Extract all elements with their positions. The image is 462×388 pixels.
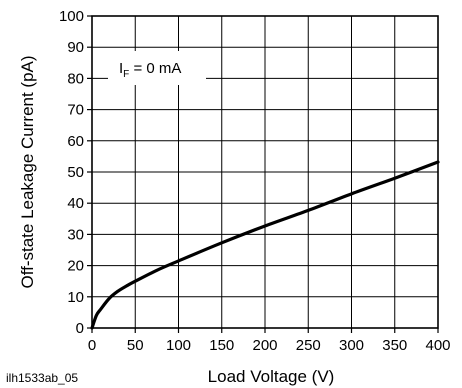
y-tick-label: 20 — [67, 258, 84, 275]
y-tick-label: 50 — [67, 164, 84, 181]
y-tick-label: 100 — [59, 8, 84, 25]
plot-frame — [91, 15, 439, 329]
series-layer — [90, 160, 440, 330]
x-tick-label: 250 — [296, 337, 321, 354]
series-line-0 — [90, 160, 440, 330]
annotation-background — [108, 51, 206, 85]
y-axis-label: Off-state Leakage Current (pA) — [18, 55, 37, 288]
annotation-subscript: F — [123, 69, 129, 80]
x-tick-label: 150 — [209, 337, 234, 354]
y-tick-label: 0 — [76, 320, 84, 337]
x-tick-label: 200 — [252, 337, 277, 354]
x-tick-label: 300 — [339, 337, 364, 354]
annotation-box: IF = 0 mA — [108, 51, 206, 85]
y-tick-label: 10 — [67, 289, 84, 306]
tick-labels: 0 50 100 150 200 250 300 350 400 0 10 20 30 40 50 60 70 8… — [59, 8, 451, 354]
x-tick-label: 350 — [382, 337, 407, 354]
x-tick-label: 100 — [166, 337, 191, 354]
y-tick-label: 40 — [67, 195, 84, 212]
y-tick-label: 90 — [67, 39, 84, 56]
y-tick-label: 30 — [67, 226, 84, 243]
y-tick-label: 80 — [67, 70, 84, 87]
annotation-main: I — [119, 60, 123, 77]
x-tick-label: 0 — [88, 337, 96, 354]
y-tick-label: 60 — [67, 133, 84, 150]
annotation-label: IF = 0 mA — [119, 60, 181, 80]
y-tick-label: 70 — [67, 102, 84, 119]
x-tick-label: 50 — [127, 337, 144, 354]
figure-id: ilh1533ab_05 — [6, 371, 78, 385]
annotation-rest: = 0 mA — [129, 60, 181, 77]
x-axis-label: Load Voltage (V) — [208, 367, 335, 386]
x-tick-label: 400 — [425, 337, 450, 354]
